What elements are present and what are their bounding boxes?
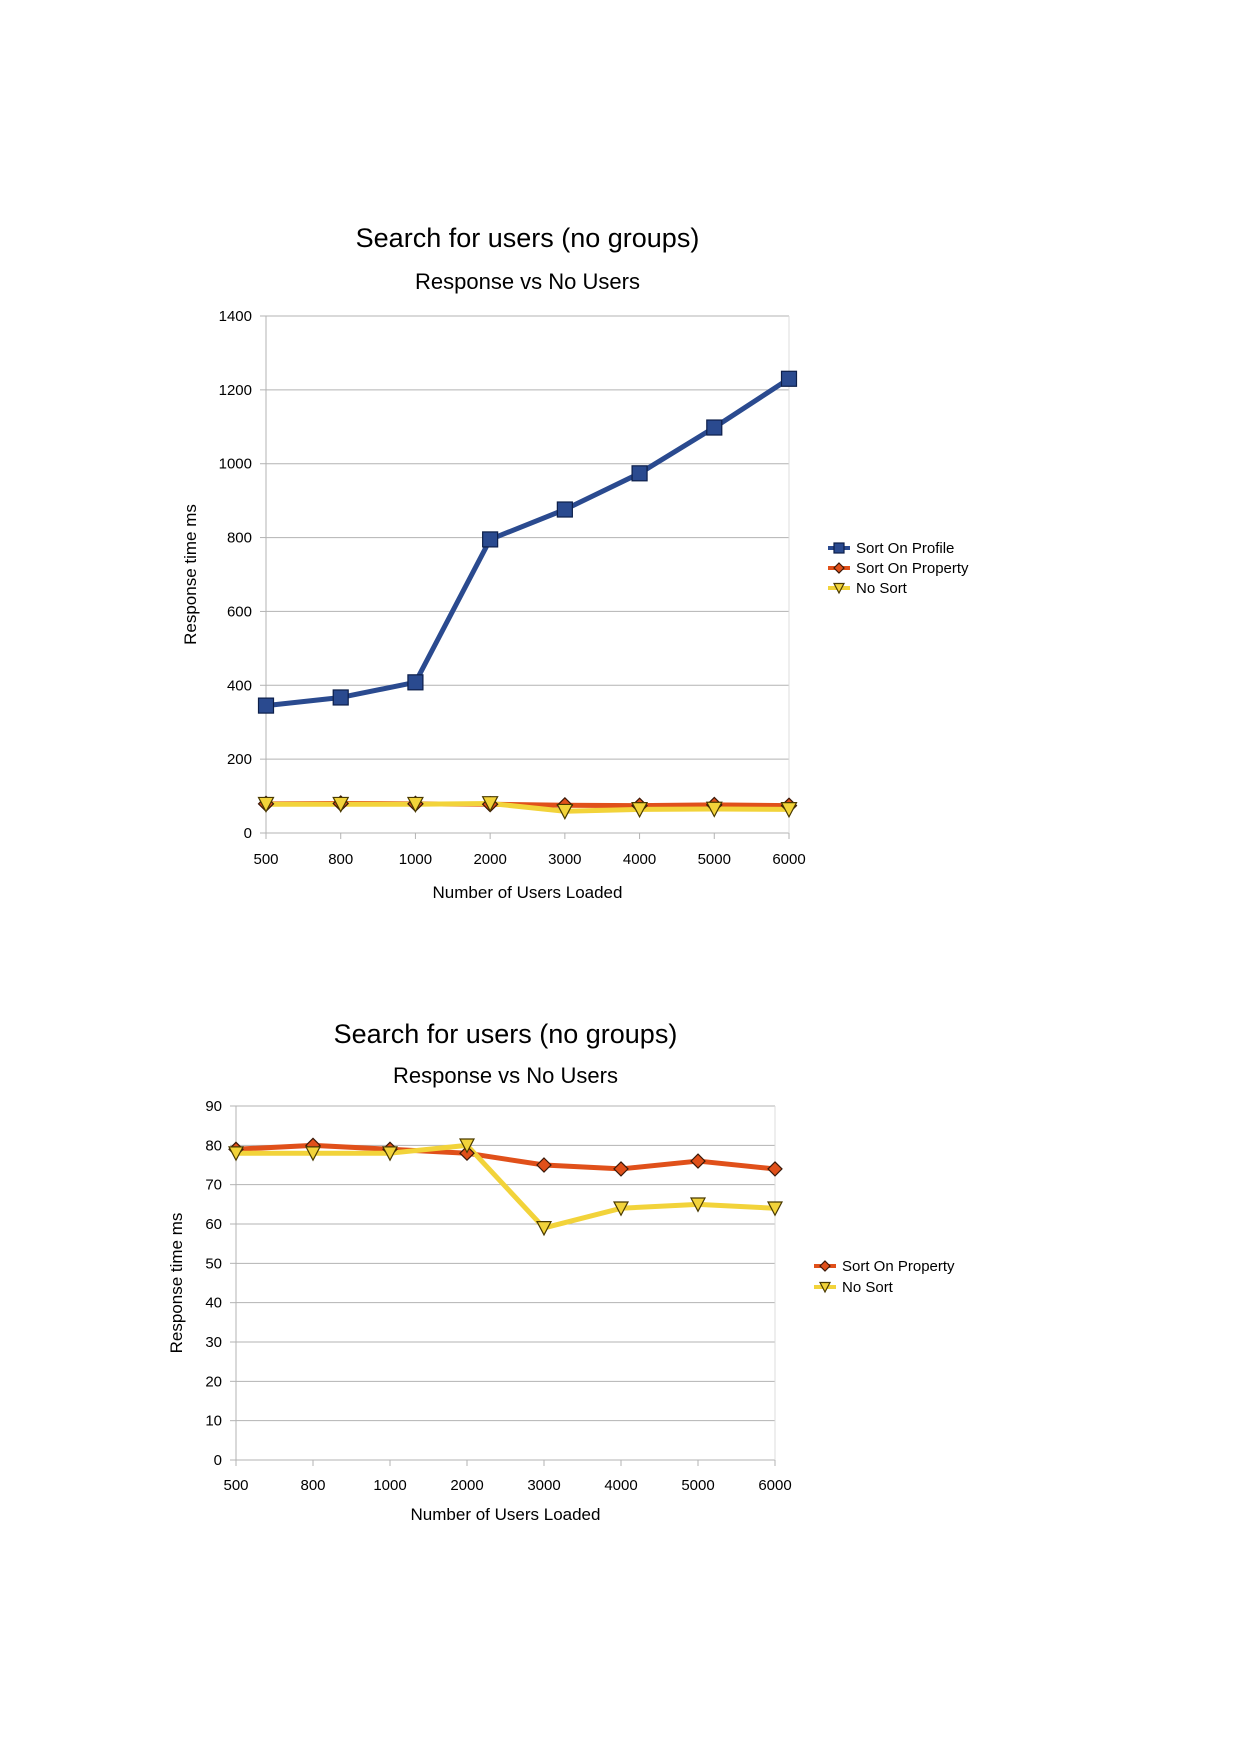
data-point-series-3 bbox=[332, 796, 350, 813]
data-point-series-1 bbox=[631, 465, 648, 482]
y-tick-label: 50 bbox=[205, 1255, 222, 1272]
data-point-series-3 bbox=[257, 796, 275, 813]
y-axis-label: Response time ms bbox=[181, 504, 200, 645]
data-point-series-2 bbox=[305, 1146, 321, 1162]
data-point-series-3 bbox=[556, 803, 574, 821]
legend-marker bbox=[833, 562, 845, 574]
y-tick-label: 90 bbox=[205, 1098, 222, 1115]
x-tick-label: 2000 bbox=[450, 1477, 483, 1494]
y-tick-label: 1000 bbox=[219, 456, 252, 473]
y-tick-label: 80 bbox=[205, 1137, 222, 1154]
data-point-series-2 bbox=[536, 1221, 552, 1237]
data-point-series-3 bbox=[481, 796, 499, 813]
y-tick-label: 1400 bbox=[219, 308, 252, 325]
x-tick-label: 500 bbox=[223, 1477, 248, 1494]
data-point-series-1 bbox=[556, 501, 573, 518]
legend-marker bbox=[819, 1281, 831, 1294]
x-tick-label: 3000 bbox=[527, 1477, 560, 1494]
data-point-series-1 bbox=[690, 1153, 706, 1169]
data-point-series-3 bbox=[631, 802, 649, 819]
y-tick-label: 0 bbox=[244, 825, 252, 842]
data-point-series-2 bbox=[613, 1201, 629, 1217]
x-tick-label: 4000 bbox=[604, 1477, 637, 1494]
x-tick-label: 1000 bbox=[399, 851, 432, 868]
x-tick-label: 1000 bbox=[373, 1477, 406, 1494]
chart-subtitle: Response vs No Users bbox=[393, 1063, 618, 1088]
data-point-series-3 bbox=[406, 796, 424, 813]
x-tick-label: 5000 bbox=[698, 851, 731, 868]
x-tick-label: 6000 bbox=[758, 1477, 791, 1494]
legend-label: No Sort bbox=[856, 580, 908, 597]
x-tick-label: 2000 bbox=[473, 851, 506, 868]
data-point-series-1 bbox=[407, 674, 424, 691]
legend-marker bbox=[833, 582, 845, 595]
y-tick-label: 10 bbox=[205, 1413, 222, 1430]
x-tick-label: 500 bbox=[253, 851, 278, 868]
data-point-series-1 bbox=[767, 1161, 783, 1177]
y-tick-label: 1200 bbox=[219, 382, 252, 399]
legend-label: No Sort bbox=[842, 1279, 894, 1296]
x-tick-label: 5000 bbox=[681, 1477, 714, 1494]
data-point-series-1 bbox=[613, 1161, 629, 1177]
data-point-series-2 bbox=[690, 1197, 706, 1213]
data-point-series-2 bbox=[459, 1138, 475, 1154]
y-tick-label: 30 bbox=[205, 1334, 222, 1351]
data-point-series-3 bbox=[705, 801, 723, 818]
chart-title: Search for users (no groups) bbox=[356, 223, 700, 253]
x-tick-label: 3000 bbox=[548, 851, 581, 868]
x-axis-label: Number of Users Loaded bbox=[433, 883, 623, 902]
data-point-series-2 bbox=[228, 1146, 244, 1162]
y-tick-label: 60 bbox=[205, 1216, 222, 1233]
data-point-series-1 bbox=[332, 689, 349, 706]
y-tick-label: 200 bbox=[227, 751, 252, 768]
data-point-series-2 bbox=[382, 1146, 398, 1162]
data-point-series-1 bbox=[482, 531, 499, 548]
legend-label: Sort On Property bbox=[856, 560, 969, 577]
data-point-series-1 bbox=[706, 419, 723, 436]
x-tick-label: 6000 bbox=[772, 851, 805, 868]
x-tick-label: 4000 bbox=[623, 851, 656, 868]
y-tick-label: 40 bbox=[205, 1295, 222, 1312]
x-tick-label: 800 bbox=[300, 1477, 325, 1494]
legend-label: Sort On Profile bbox=[856, 540, 954, 557]
data-point-series-3 bbox=[780, 802, 798, 819]
series-line-2 bbox=[233, 1142, 778, 1231]
chart-title: Search for users (no groups) bbox=[334, 1019, 678, 1049]
y-tick-label: 800 bbox=[227, 530, 252, 547]
chart-subtitle: Response vs No Users bbox=[415, 269, 640, 294]
series-line-3 bbox=[263, 800, 792, 814]
data-point-series-1 bbox=[536, 1157, 552, 1173]
x-tick-label: 800 bbox=[328, 851, 353, 868]
series-line-1 bbox=[263, 376, 792, 709]
chart-2: Search for users (no groups) Response vs … bbox=[167, 1019, 955, 1524]
legend-marker bbox=[833, 542, 845, 554]
legend-label: Sort On Property bbox=[842, 1258, 955, 1275]
data-point-series-2 bbox=[767, 1201, 783, 1217]
x-axis-label: Number of Users Loaded bbox=[411, 1505, 601, 1524]
chart-1: Search for users (no groups) Response vs … bbox=[181, 223, 969, 902]
y-tick-label: 400 bbox=[227, 677, 252, 694]
y-axis-label: Response time ms bbox=[167, 1213, 186, 1354]
series-line-1 bbox=[233, 1142, 778, 1172]
y-tick-label: 70 bbox=[205, 1177, 222, 1194]
y-tick-label: 0 bbox=[214, 1452, 222, 1469]
y-tick-label: 20 bbox=[205, 1373, 222, 1390]
data-point-series-1 bbox=[257, 697, 275, 714]
legend-marker bbox=[819, 1260, 831, 1272]
y-tick-label: 600 bbox=[227, 603, 252, 620]
data-point-series-1 bbox=[780, 370, 798, 387]
